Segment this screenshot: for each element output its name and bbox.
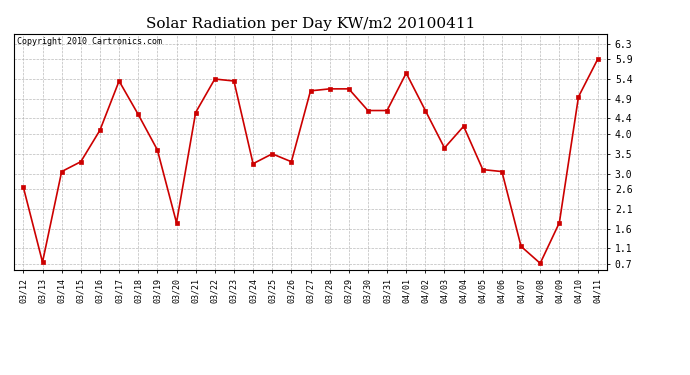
Title: Solar Radiation per Day KW/m2 20100411: Solar Radiation per Day KW/m2 20100411 — [146, 17, 475, 31]
Text: Copyright 2010 Cartronics.com: Copyright 2010 Cartronics.com — [17, 37, 161, 46]
